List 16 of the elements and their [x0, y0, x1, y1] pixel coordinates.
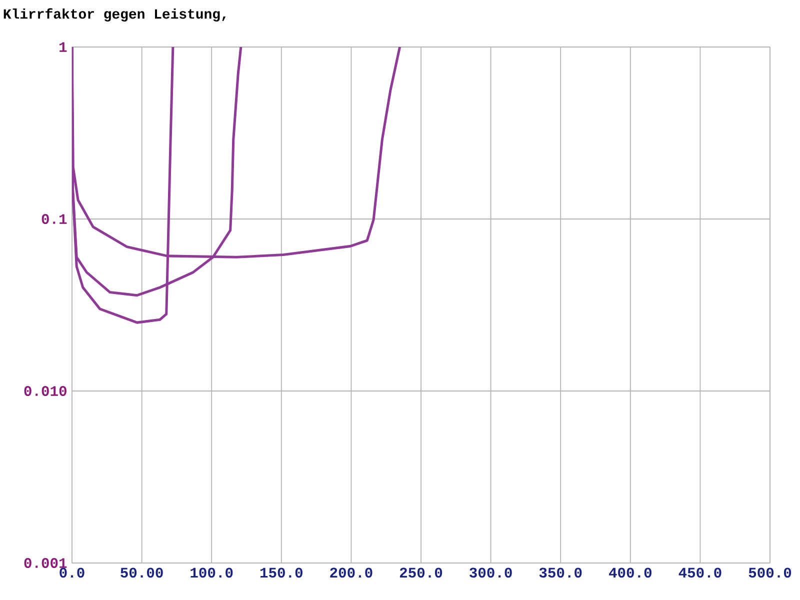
x-tick-label: 0.0 [60, 568, 84, 578]
chart-title: Klirrfaktor gegen Leistung, [4, 8, 226, 22]
y-tick-label: 0.010 [24, 386, 66, 396]
y-tick-label: 1 [60, 42, 67, 52]
x-tick-label: 300.0 [470, 568, 512, 578]
x-tick-label: 450.0 [678, 568, 722, 578]
x-tick-label: 100.0 [190, 568, 233, 578]
x-tick-label: 50.00 [120, 568, 163, 578]
x-tick-label: 500.0 [748, 568, 792, 578]
x-tick-label: 350.0 [539, 568, 582, 578]
y-tick-label: 0.001 [24, 558, 67, 568]
y-tick-label: 0.1 [42, 214, 67, 224]
x-tick-label: 150.0 [260, 568, 302, 578]
x-tick-label: 250.0 [400, 568, 442, 578]
x-tick-label: 400.0 [608, 568, 652, 578]
x-tick-label: 200.0 [330, 568, 372, 578]
